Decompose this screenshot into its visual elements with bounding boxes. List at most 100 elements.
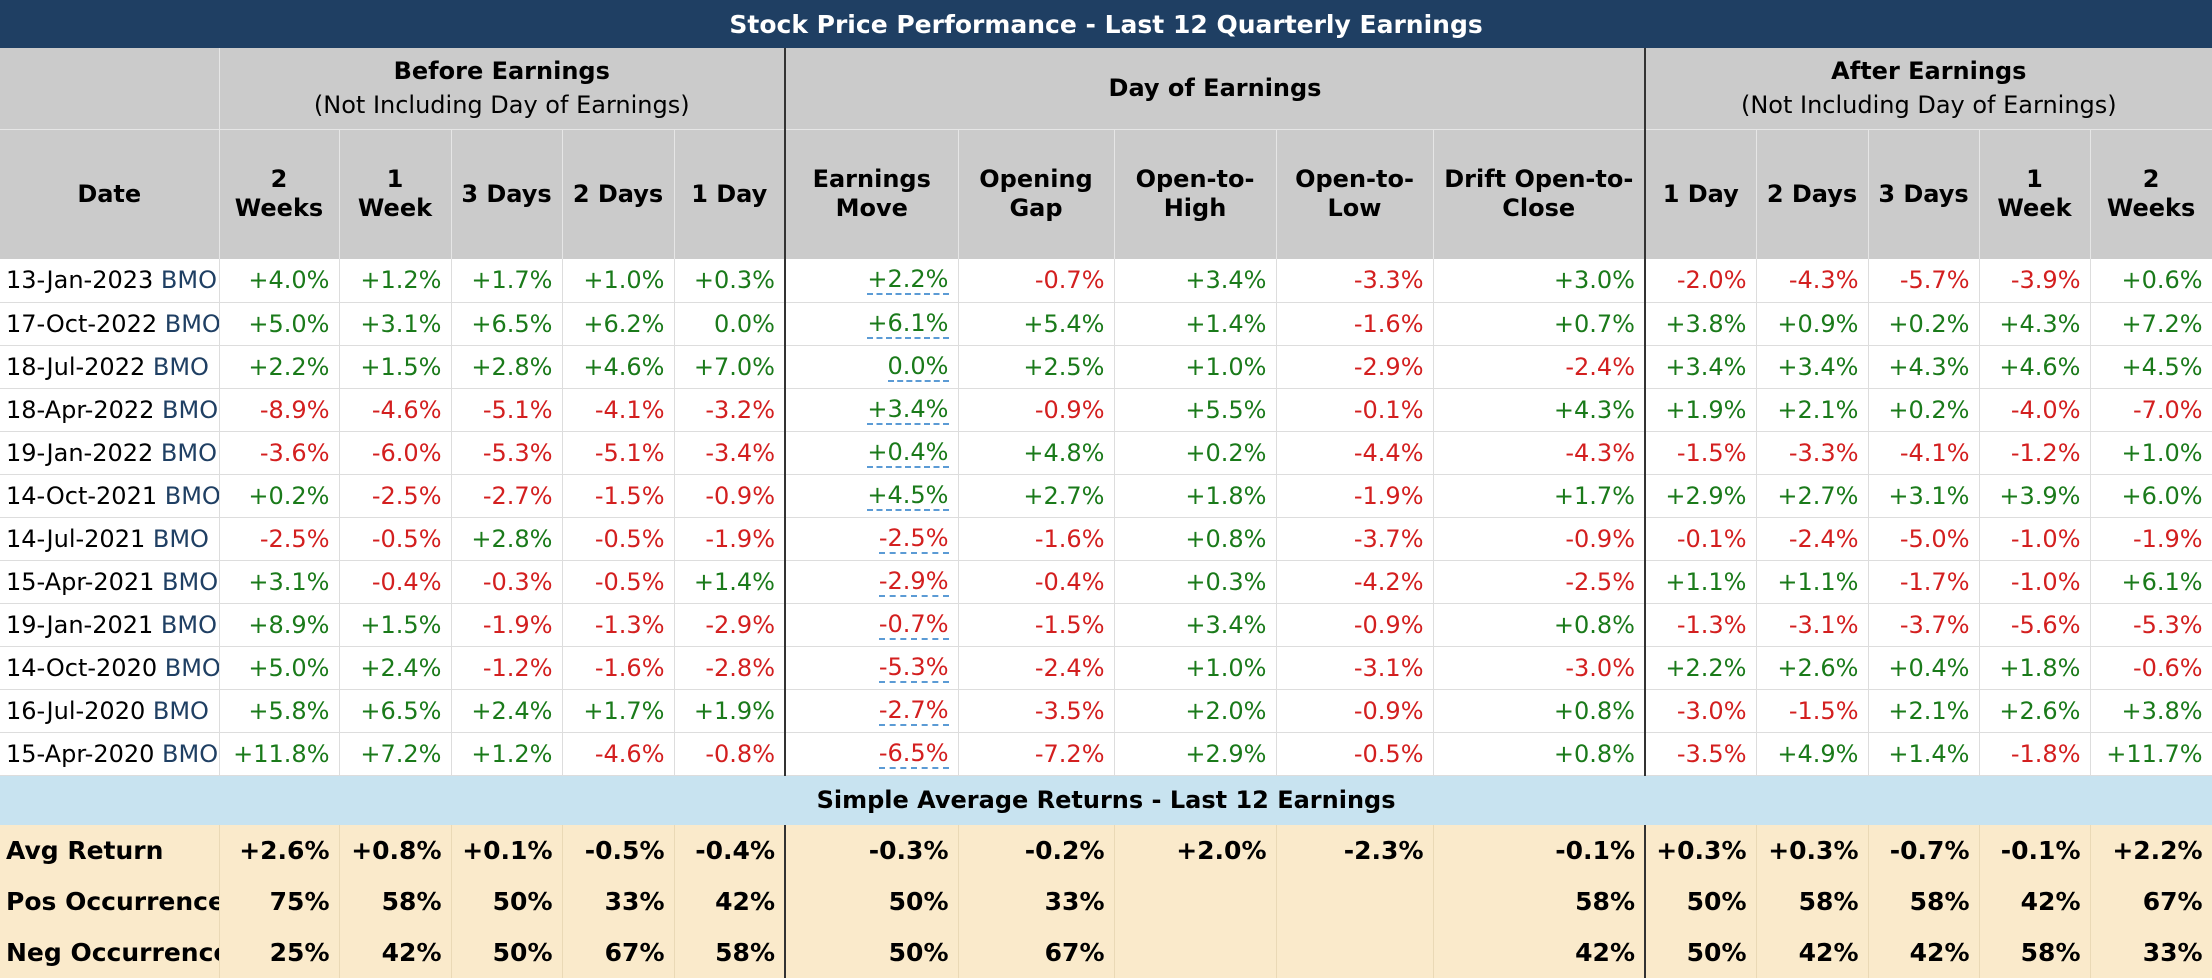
value-cell: +5.0%: [219, 646, 340, 690]
summary-value: 50%: [451, 876, 563, 927]
summary-label: Avg Return: [0, 825, 220, 876]
value-cell: +2.8%: [451, 345, 563, 389]
value-cell: -0.9%: [674, 474, 786, 518]
value-cell: +2.7%: [958, 474, 1115, 518]
summary-value: 42%: [1868, 927, 1980, 978]
summary-value: 67%: [2090, 876, 2212, 927]
value-cell: +3.4%: [1114, 259, 1277, 303]
earnings-move-link[interactable]: +6.1%: [867, 308, 949, 339]
earnings-move-link[interactable]: -5.3%: [878, 652, 949, 683]
summary-title: Simple Average Returns - Last 12 Earning…: [0, 775, 2212, 825]
value-cell: -1.6%: [958, 517, 1115, 561]
date-text: 18-Apr-2022: [6, 395, 155, 424]
earnings-move-link[interactable]: +2.2%: [867, 265, 949, 296]
column-header: 1 Day: [674, 128, 786, 259]
table-row: 15-Apr-2021 BMO +3.1% -0.4% -0.3% -0.5% +1.4%…: [0, 560, 2212, 604]
value-cell: +1.1%: [1644, 560, 1757, 604]
value-cell: -4.3%: [1433, 431, 1646, 475]
summary-value: 58%: [1868, 876, 1980, 927]
value-cell: -2.5%: [1433, 560, 1646, 604]
date-cell: 15-Apr-2021 BMO: [0, 560, 220, 604]
value-cell: +1.4%: [1868, 732, 1980, 776]
value-cell: -0.6%: [2090, 646, 2212, 690]
value-cell: -0.5%: [562, 560, 675, 604]
value-cell: -1.2%: [1979, 431, 2091, 475]
value-cell: -1.5%: [562, 474, 675, 518]
summary-label: Pos Occurrences: [0, 876, 220, 927]
value-cell: +2.9%: [1114, 732, 1277, 776]
table-row: 15-Apr-2020 BMO +11.8% +7.2% +1.2% -4.6% -0.8…: [0, 732, 2212, 776]
summary-value: 50%: [784, 876, 959, 927]
summary-value: [1114, 927, 1277, 978]
earnings-move-link[interactable]: +0.4%: [867, 437, 949, 468]
earnings-move-link[interactable]: +4.5%: [867, 480, 949, 511]
earnings-move-cell: +2.2%: [784, 259, 959, 303]
earnings-move-link[interactable]: -2.9%: [878, 566, 949, 597]
value-cell: +2.4%: [451, 689, 563, 733]
date-text: 14-Oct-2021: [6, 481, 158, 510]
value-cell: +3.8%: [2090, 689, 2212, 733]
summary-value: [1114, 876, 1277, 927]
summary-value: +0.8%: [339, 825, 452, 876]
earnings-move-link[interactable]: -0.7%: [878, 609, 949, 640]
value-cell: -7.2%: [958, 732, 1115, 776]
earnings-move-link[interactable]: -2.7%: [878, 695, 949, 726]
value-cell: +0.2%: [1868, 302, 1980, 346]
value-cell: +1.7%: [562, 689, 675, 733]
earnings-move-link[interactable]: 0.0%: [887, 351, 949, 382]
column-header: Open-to-Low: [1276, 128, 1434, 259]
summary-value: -0.2%: [958, 825, 1115, 876]
earnings-move-link[interactable]: +3.4%: [867, 394, 949, 425]
value-cell: -3.2%: [674, 388, 786, 432]
value-cell: +4.5%: [2090, 345, 2212, 389]
date-cell: 14-Jul-2021 BMO: [0, 517, 220, 561]
summary-value: -2.3%: [1276, 825, 1434, 876]
value-cell: +3.4%: [1114, 603, 1277, 647]
ticker-text: BMO: [152, 696, 209, 725]
table-row: 18-Apr-2022 BMO -8.9% -4.6% -5.1% -4.1% -3.2%…: [0, 388, 2212, 432]
value-cell: +1.4%: [1114, 302, 1277, 346]
value-cell: +4.3%: [1868, 345, 1980, 389]
earnings-move-link[interactable]: -2.5%: [878, 523, 949, 554]
summary-value: 67%: [958, 927, 1115, 978]
summary-value: 33%: [2090, 927, 2212, 978]
value-cell: +0.8%: [1433, 689, 1646, 733]
group-header-after: After Earnings (Not Including Day of Ear…: [1643, 48, 2212, 129]
value-cell: -0.3%: [451, 560, 563, 604]
value-cell: +1.9%: [1644, 388, 1757, 432]
value-cell: -3.7%: [1868, 603, 1980, 647]
value-cell: +1.2%: [339, 259, 452, 303]
summary-value: 42%: [1433, 927, 1646, 978]
earnings-move-cell: +4.5%: [784, 474, 959, 518]
ticker-text: BMO: [160, 438, 217, 467]
value-cell: -5.0%: [1868, 517, 1980, 561]
date-text: 14-Jul-2021: [6, 524, 146, 553]
date-cell: 19-Jan-2021 BMO: [0, 603, 220, 647]
value-cell: -2.4%: [958, 646, 1115, 690]
value-cell: +0.3%: [674, 259, 786, 303]
summary-value: 50%: [451, 927, 563, 978]
summary-value: 50%: [784, 927, 959, 978]
value-cell: -3.4%: [674, 431, 786, 475]
table-row: 19-Jan-2022 BMO -3.6% -6.0% -5.3% -5.1% -3.4%…: [0, 431, 2212, 475]
value-cell: +3.9%: [1979, 474, 2091, 518]
value-cell: -0.7%: [958, 259, 1115, 303]
summary-value: [1276, 927, 1434, 978]
value-cell: +2.1%: [1756, 388, 1869, 432]
earnings-move-cell: 0.0%: [784, 345, 959, 389]
value-cell: -1.7%: [1868, 560, 1980, 604]
ticker-text: BMO: [160, 610, 217, 639]
date-cell: 16-Jul-2020 BMO: [0, 689, 220, 733]
value-cell: -6.0%: [339, 431, 452, 475]
column-header: 1 Week: [339, 128, 452, 259]
value-cell: -3.1%: [1756, 603, 1869, 647]
value-cell: -3.5%: [1644, 732, 1757, 776]
earnings-move-cell: -2.7%: [784, 689, 959, 733]
value-cell: -3.7%: [1276, 517, 1434, 561]
value-cell: -4.1%: [1868, 431, 1980, 475]
value-cell: +0.2%: [1114, 431, 1277, 475]
date-cell: 18-Apr-2022 BMO: [0, 388, 220, 432]
value-cell: +5.5%: [1114, 388, 1277, 432]
earnings-move-link[interactable]: -6.5%: [878, 738, 949, 769]
table-title: Stock Price Performance - Last 12 Quarte…: [0, 0, 2212, 48]
